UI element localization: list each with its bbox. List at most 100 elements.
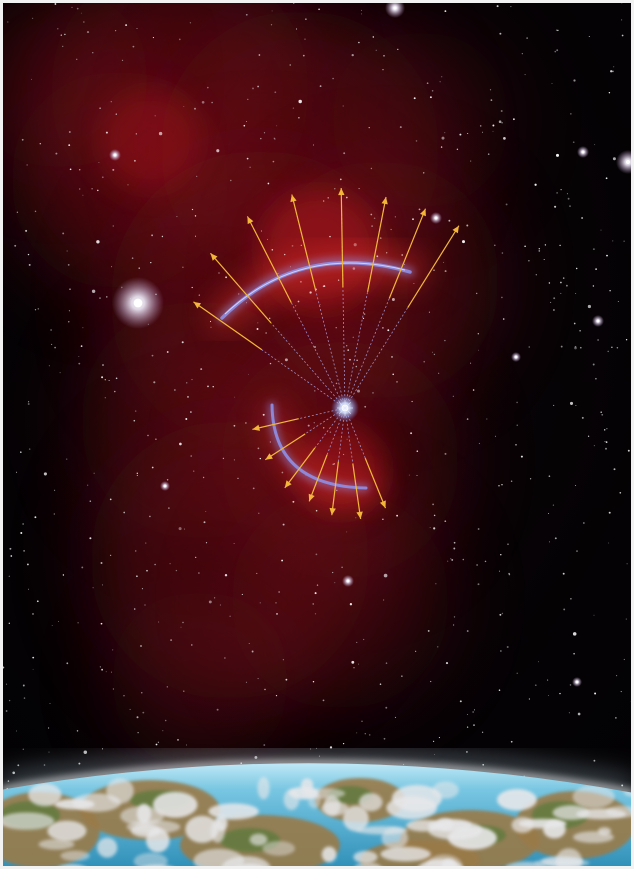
star (182, 266, 184, 269)
star (548, 475, 551, 478)
star (573, 322, 576, 325)
star (101, 584, 103, 586)
cloud (518, 818, 567, 829)
star (619, 491, 622, 494)
star (158, 621, 160, 623)
star (80, 12, 82, 14)
star (423, 360, 426, 363)
star (383, 573, 388, 578)
star (529, 478, 532, 480)
star (616, 675, 618, 677)
star (334, 582, 336, 584)
bright-star-core (575, 680, 579, 684)
star (203, 521, 206, 524)
star (551, 83, 553, 84)
star (307, 424, 310, 427)
star (150, 262, 152, 264)
cloud (321, 801, 349, 816)
star (285, 678, 288, 681)
star (23, 697, 26, 699)
star (575, 485, 577, 486)
star (304, 38, 306, 40)
star (520, 455, 523, 458)
star (432, 503, 434, 506)
star (233, 459, 235, 461)
star (208, 600, 212, 604)
star (273, 137, 275, 139)
star (246, 157, 249, 160)
star (453, 616, 456, 618)
star (612, 240, 614, 242)
star (26, 164, 28, 166)
star (28, 448, 31, 450)
cloud (0, 812, 55, 830)
star (345, 196, 348, 199)
star (293, 2, 295, 4)
star (158, 131, 163, 136)
star (467, 714, 469, 716)
star (415, 140, 418, 142)
arrow-head (329, 507, 336, 516)
star (363, 313, 366, 315)
star (186, 744, 188, 746)
star (357, 389, 360, 393)
star (79, 188, 81, 190)
star (68, 144, 71, 146)
star (440, 146, 443, 148)
star (108, 380, 110, 381)
star (356, 732, 358, 734)
star (433, 527, 436, 530)
cloud (257, 776, 270, 800)
star (275, 695, 278, 697)
star (444, 452, 447, 455)
star (112, 225, 114, 227)
star (391, 298, 395, 301)
star (408, 474, 410, 476)
star (212, 386, 214, 388)
cloud (262, 841, 296, 856)
star (608, 511, 611, 514)
star (216, 708, 219, 711)
arrow-head (193, 301, 201, 309)
star (112, 649, 114, 651)
star (149, 515, 151, 518)
star (97, 189, 99, 192)
arrow-shaft (264, 433, 306, 461)
cloud (380, 846, 431, 862)
star (554, 50, 557, 53)
star (626, 563, 628, 565)
star (477, 333, 479, 335)
ray-line (308, 407, 346, 502)
outer-shell-arc-highlight (224, 262, 406, 315)
cloud (120, 806, 165, 826)
star (190, 455, 192, 457)
star (342, 742, 345, 745)
star (453, 541, 456, 544)
star (567, 197, 570, 200)
star (187, 395, 189, 398)
star (312, 603, 314, 605)
nebula-glow (100, 90, 200, 190)
star (23, 550, 25, 552)
star (472, 711, 474, 713)
star (205, 510, 207, 512)
star (570, 598, 572, 600)
star (296, 28, 297, 30)
star (510, 6, 512, 8)
star (501, 252, 504, 254)
star (136, 472, 138, 474)
star (615, 717, 617, 719)
star (429, 96, 432, 99)
star (57, 621, 59, 623)
star (6, 683, 8, 685)
star (241, 593, 243, 595)
star (510, 480, 513, 483)
star (53, 513, 55, 515)
star (210, 326, 212, 328)
star (89, 537, 92, 540)
star (410, 432, 413, 435)
central-star (331, 394, 359, 422)
star (592, 285, 595, 287)
cloud (597, 827, 612, 836)
arrow-shaft (308, 454, 328, 502)
